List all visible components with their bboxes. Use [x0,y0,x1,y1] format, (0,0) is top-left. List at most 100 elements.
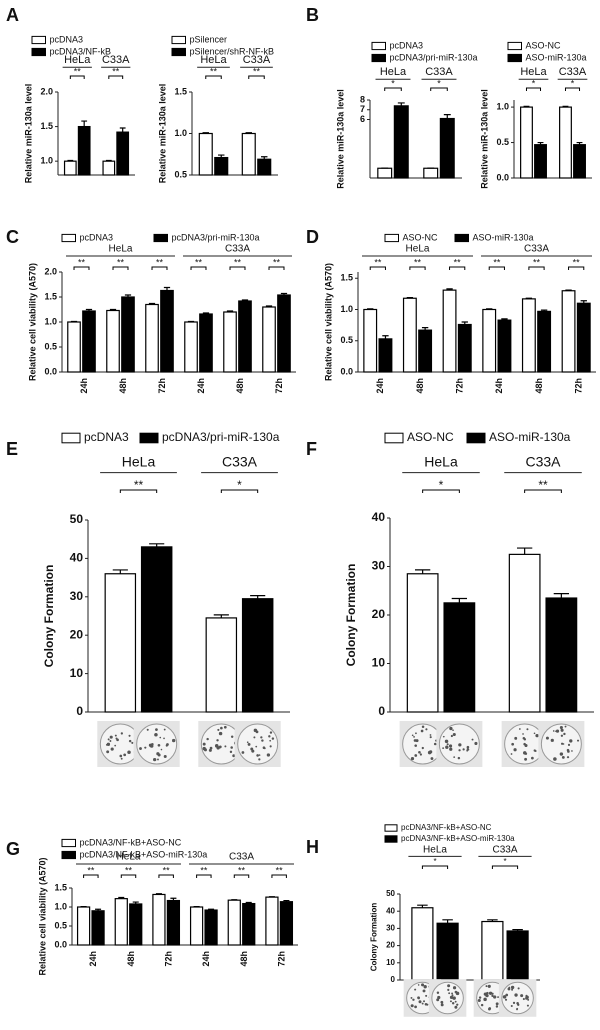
bar [258,159,271,175]
colony-dot [568,744,570,746]
colony-dot [206,738,208,740]
y-tick-label: 40 [386,906,395,915]
panel-letter: D [306,227,319,247]
bar [215,158,228,175]
group-label: HeLa [64,54,91,66]
colony-dot [172,739,175,742]
significance-label: * [571,78,575,88]
colony-dot [164,755,167,758]
error-bar [554,594,569,598]
bar [266,897,278,945]
group-label: HeLa [423,845,447,856]
significance-bracket [450,267,465,270]
significance-label: ** [454,257,462,267]
x-tick-label: 48h [118,378,128,394]
bar [404,298,417,372]
bar [242,134,255,176]
significance-bracket [410,267,425,270]
colony-dot [524,738,526,740]
colony-dot [255,746,257,748]
significance-bracket [565,88,579,91]
colony-dot [267,753,270,756]
colony-dot [151,743,153,745]
colony-dot [526,728,528,730]
y-tick-label: 40 [70,551,84,565]
colony-dot [531,757,534,760]
error-bar [81,121,87,127]
y-tick-label: 1.5 [44,291,57,301]
colony-dot [425,728,427,730]
group-label: HeLa [117,852,141,863]
colony-dot [567,756,569,758]
colony-dot [254,729,258,733]
bar [546,598,577,712]
significance-label: ** [538,478,548,492]
colony-dot [251,750,254,753]
colony-dot [447,743,449,745]
panel-letter: B [306,5,319,25]
colony-dot [563,733,565,735]
bar [228,900,240,945]
colony-dot [413,736,415,738]
colony-dot [453,733,456,736]
legend-swatch [172,36,186,43]
bar [378,168,392,178]
legend-swatch [372,42,386,49]
colony-dot [424,985,427,988]
y-tick-label: 0.0 [54,939,67,949]
bar [103,161,115,175]
bar [117,132,129,175]
colony-dot [256,754,259,757]
significance-bracket [272,875,286,878]
significance-label: ** [78,257,86,267]
colony-dot [268,735,270,737]
y-axis-label: Relative miR-130a level [24,84,34,184]
colony-dot [458,743,461,746]
colony-dot [535,750,537,752]
colony-dot [414,744,417,747]
significance-bracket [159,875,173,878]
colony-dot [516,1008,518,1010]
y-axis-label: Relative cell viability (A570) [28,263,38,381]
colony-dot [264,747,266,749]
significance-label: ** [112,66,120,76]
legend-label: ASO-NC [526,40,562,50]
legend-swatch [62,851,76,858]
y-tick-label: 1.5 [340,273,353,283]
error-bar [526,298,532,299]
error-bar [120,128,126,132]
colony-dot [447,989,449,991]
colony-dot [452,729,454,731]
legend-swatch [508,54,522,61]
colony-dot [493,995,496,998]
colony-dot [154,733,158,737]
panel-letter: E [6,439,18,459]
bar [65,161,77,175]
colony-dot [511,1005,513,1007]
colony-dot [503,995,507,999]
colony-dot [159,737,161,739]
x-tick-label: 48h [534,378,544,394]
colony-dot [449,744,452,747]
error-bar [67,160,73,161]
bar [394,106,408,178]
x-tick-label: 72h [277,951,287,967]
colony-dot [535,734,538,737]
colony-dot [147,729,149,731]
x-tick-label: 48h [239,951,249,967]
bar [483,310,496,373]
colony-dot [119,755,122,758]
colony-dot [272,737,274,739]
colony-dot [156,752,159,755]
bar [83,311,95,372]
legend-swatch [62,433,80,443]
colony-dot [458,749,460,751]
significance-bracket [422,866,447,869]
colony-dot [217,729,219,731]
y-tick-label: 0 [76,704,83,718]
legend-swatch [154,234,168,241]
colony-dot [478,999,481,1002]
bar [424,168,438,178]
colony-dot [445,740,448,743]
bar [560,107,572,178]
